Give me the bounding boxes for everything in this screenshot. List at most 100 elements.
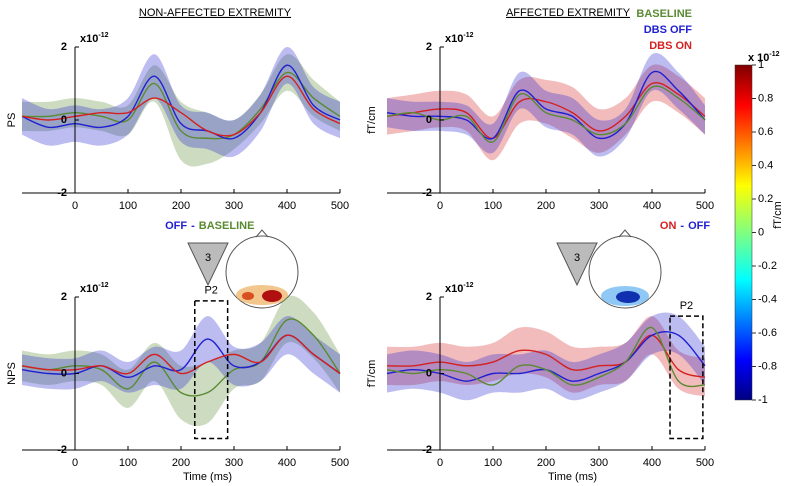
colorbar-tick-label: -0.6: [758, 327, 777, 339]
colorbar-tick-label: 0.4: [758, 159, 773, 171]
confidence-band: [22, 54, 340, 167]
x-tick-label: 400: [643, 457, 661, 469]
confidence-band: [387, 52, 705, 157]
x-tick-label: 400: [278, 200, 296, 212]
x-tick-label: 500: [696, 457, 714, 469]
x-tick-label: 300: [225, 457, 243, 469]
exponent-base: x 10: [748, 52, 769, 64]
x-tick-label: 200: [172, 200, 190, 212]
colorbar-tick-label: -0.8: [758, 360, 777, 372]
channel-marker: [556, 242, 598, 287]
x-tick-label: 300: [225, 200, 243, 212]
topomap: [588, 229, 662, 309]
x-tick-label: 0: [437, 457, 443, 469]
row-label: NPS: [6, 362, 18, 385]
x-tick-label: 500: [696, 200, 714, 212]
y-axis-label: fT/cm: [366, 360, 378, 388]
x-tick-label: 0: [72, 200, 78, 212]
colorbar-tick-label: 0: [758, 226, 764, 238]
confidence-band: [387, 312, 705, 401]
contrast-part: OFF: [688, 220, 710, 232]
x-tick-label: 0: [72, 457, 78, 469]
y-tick-label: -2: [422, 187, 432, 199]
contrast-label: OFF - BASELINE: [165, 220, 254, 232]
x-tick-label: 400: [643, 200, 661, 212]
contrast-part: OFF: [165, 220, 187, 232]
y-tick-label: -2: [57, 187, 67, 199]
column-title: AFFECTED EXTREMITY: [506, 7, 631, 19]
confidence-band: [387, 316, 705, 397]
exponent-label: x 10-12: [748, 51, 780, 64]
legend-entry: BASELINE: [636, 8, 692, 20]
p2-window: [194, 300, 229, 440]
channel-marker: [187, 242, 229, 287]
x-tick-label: 200: [537, 200, 555, 212]
channel-label: 3: [205, 252, 211, 264]
colorbar-tick-label: 0.2: [758, 193, 773, 205]
y-tick-label: 0: [426, 367, 432, 379]
x-tick-label: 300: [590, 200, 608, 212]
exponent-base: x10: [445, 283, 463, 295]
y-tick-label: 0: [61, 114, 67, 126]
colorbar-tick-label: 0.8: [758, 92, 773, 104]
exponent-label: x10-12: [80, 32, 109, 45]
exponent-base: x10: [80, 283, 98, 295]
x-tick-label: 500: [331, 457, 349, 469]
y-tick-label: -2: [57, 444, 67, 456]
topomap: [225, 229, 299, 309]
p2-window: [669, 315, 704, 440]
y-tick-label: 2: [61, 41, 67, 53]
contrast-part: BASELINE: [199, 220, 255, 232]
x-tick-label: 100: [119, 200, 137, 212]
exponent-label: x10-12: [445, 32, 474, 45]
colorbar-label: fT/cm: [772, 201, 784, 229]
x-tick-label: 100: [484, 200, 502, 212]
exponent-power: -12: [463, 282, 473, 289]
x-tick-label: 0: [437, 200, 443, 212]
contrast-label: ON - OFF: [660, 220, 710, 232]
x-axis-label: Time (ms): [548, 471, 597, 483]
exponent-power: -12: [98, 32, 108, 39]
contrast-part: ON: [660, 220, 677, 232]
x-tick-label: 100: [484, 457, 502, 469]
exponent-label: x10-12: [445, 282, 474, 295]
column-title: NON-AFFECTED EXTREMITY: [139, 7, 292, 19]
legend-entry: DBS OFF: [644, 24, 693, 36]
confidence-band: [22, 316, 340, 393]
colorbar-tick-label: 1: [758, 59, 764, 71]
x-tick-label: 400: [278, 457, 296, 469]
confidence-band: [22, 295, 340, 427]
confidence-band: [22, 46, 340, 158]
y-tick-label: 0: [61, 367, 67, 379]
y-tick-label: 2: [426, 41, 432, 53]
x-tick-label: 200: [172, 457, 190, 469]
contrast-part: -: [680, 220, 684, 232]
y-tick-label: 2: [61, 291, 67, 303]
exponent-base: x10: [445, 33, 463, 45]
channel-label: 3: [574, 252, 580, 264]
exponent-power: -12: [769, 51, 779, 58]
colorbar-tick-label: 0.6: [758, 126, 773, 138]
contrast-part: -: [191, 220, 195, 232]
x-tick-label: 200: [537, 457, 555, 469]
colorbar: [734, 64, 753, 401]
p2-label: P2: [680, 300, 693, 312]
y-axis-label: fT/cm: [366, 106, 378, 134]
y-tick-label: 2: [426, 291, 432, 303]
x-tick-label: 100: [119, 457, 137, 469]
exponent-power: -12: [98, 282, 108, 289]
colorbar-tick-label: -0.2: [758, 260, 777, 272]
exponent-label: x10-12: [80, 282, 109, 295]
y-tick-label: -2: [422, 444, 432, 456]
exponent-base: x10: [80, 33, 98, 45]
legend-entry: DBS ON: [649, 40, 692, 52]
y-tick-label: 0: [426, 114, 432, 126]
p2-label: P2: [204, 285, 217, 297]
x-tick-label: 300: [590, 457, 608, 469]
colorbar-tick-label: -1: [758, 394, 768, 406]
x-axis-label: Time (ms): [183, 471, 232, 483]
exponent-power: -12: [463, 32, 473, 39]
x-tick-label: 500: [331, 200, 349, 212]
row-label: PS: [6, 113, 18, 128]
